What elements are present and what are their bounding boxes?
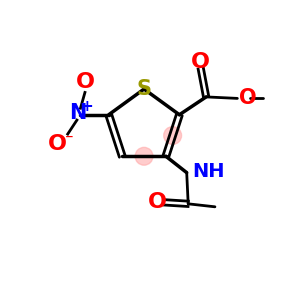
- Text: NH: NH: [192, 162, 224, 181]
- Text: S: S: [136, 79, 152, 99]
- Circle shape: [135, 147, 153, 165]
- Text: ⁻: ⁻: [65, 131, 74, 149]
- Text: O: O: [75, 72, 94, 92]
- Text: O: O: [239, 88, 256, 108]
- Text: O: O: [191, 52, 210, 72]
- Text: O: O: [148, 192, 167, 212]
- Text: O: O: [48, 134, 67, 154]
- Text: N: N: [69, 103, 87, 123]
- Circle shape: [164, 127, 182, 144]
- Text: +: +: [81, 99, 93, 114]
